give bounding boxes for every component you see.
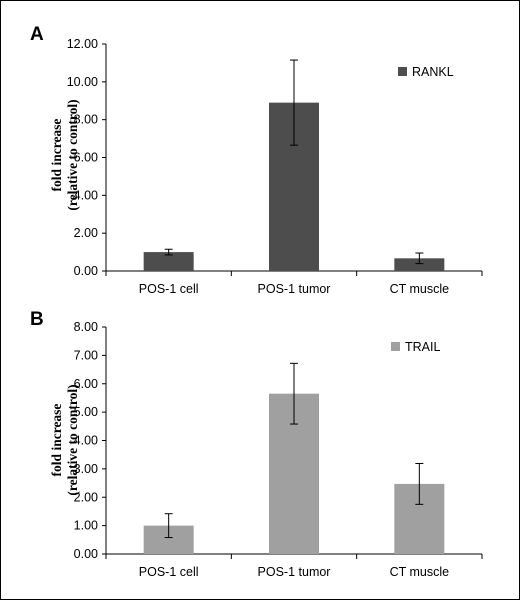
- y-tick-label-a: 12.00: [67, 37, 98, 51]
- y-tick-label-b: 5.00: [74, 405, 98, 419]
- legend-swatch-rankl: [398, 67, 407, 76]
- category-label-a-2: POS-1 tumor: [258, 282, 331, 296]
- y-axis-label-b-line1: fold increase: [49, 404, 64, 477]
- y-tick-label-b: 6.00: [74, 377, 98, 391]
- category-label-b-1: POS-1 cell: [139, 565, 199, 579]
- panel-b: B fold increase (relative to control) TR…: [30, 309, 483, 579]
- y-tick-label-a: 2.00: [74, 226, 98, 240]
- bar-a-3: [394, 258, 445, 271]
- y-axis-label-a-line1: fold increase: [49, 119, 64, 192]
- y-axis-label-a-line2: (relative to control): [65, 99, 80, 210]
- y-tick-label-b: 1.00: [74, 519, 98, 533]
- category-label-b-2: POS-1 tumor: [258, 565, 331, 579]
- y-tick-label-b: 8.00: [74, 320, 98, 334]
- category-label-b-3: CT muscle: [390, 565, 450, 579]
- category-label-a-3: CT muscle: [390, 282, 450, 296]
- category-label-a-1: POS-1 cell: [139, 282, 199, 296]
- y-tick-label-a: 6.00: [74, 151, 98, 165]
- y-axis-label-b-line2: (relative to control): [65, 384, 80, 495]
- y-tick-label-b: 7.00: [74, 348, 98, 362]
- panel-letter-b: B: [30, 309, 44, 330]
- legend-swatch-trail: [391, 342, 400, 351]
- y-tick-label-b: 2.00: [74, 490, 98, 504]
- y-tick-label-b: 0.00: [74, 547, 98, 561]
- y-tick-label-a: 4.00: [74, 188, 98, 202]
- legend-label-trail: TRAIL: [405, 340, 440, 354]
- panel-letter-a: A: [30, 24, 44, 45]
- panel-a: A fold increase (relative to control) RA…: [30, 24, 483, 296]
- bar-a-1: [143, 252, 194, 271]
- y-tick-label-b: 4.00: [74, 434, 98, 448]
- y-tick-label-b: 3.00: [74, 462, 98, 476]
- y-tick-label-a: 0.00: [74, 264, 98, 278]
- legend-label-rankl: RANKL: [412, 65, 454, 79]
- y-tick-label-a: 8.00: [74, 113, 98, 127]
- y-tick-label-a: 10.00: [67, 75, 98, 89]
